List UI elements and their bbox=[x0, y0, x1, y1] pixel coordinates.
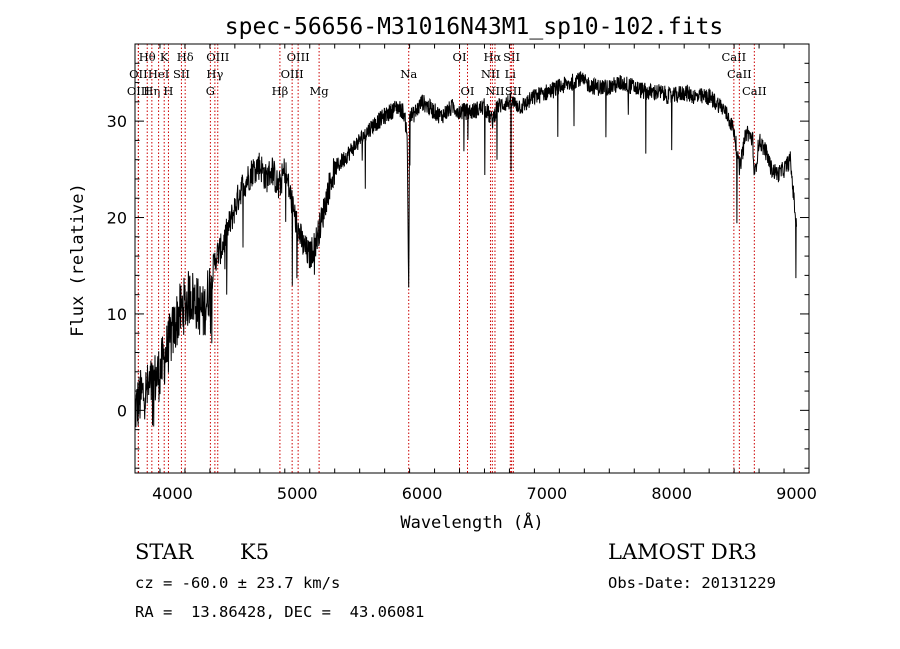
line-marker-label: Mg bbox=[310, 84, 330, 98]
x-tick-label: 9000 bbox=[776, 484, 817, 503]
line-marker-label: Hδ bbox=[177, 50, 194, 64]
line-marker-label: SII bbox=[173, 67, 190, 81]
line-marker-label: NII bbox=[481, 67, 500, 81]
x-tick-label: 7000 bbox=[527, 484, 568, 503]
line-marker-label: OI bbox=[453, 50, 467, 64]
x-axis-label: Wavelength (Å) bbox=[400, 511, 543, 533]
redshift-line: cz = -60.0 ± 23.7 km/s bbox=[135, 574, 340, 592]
chart-title: spec-56656-M31016N43M1_sp10-102.fits bbox=[225, 14, 724, 40]
obs-date-line: Obs-Date: 20131229 bbox=[608, 574, 776, 592]
line-marker-label: Hα bbox=[483, 50, 501, 64]
spectrum-line-flux bbox=[135, 71, 797, 427]
line-marker-label: H bbox=[163, 84, 173, 98]
line-marker-label: OIII bbox=[206, 50, 229, 64]
spectrum-series-layer bbox=[135, 71, 797, 427]
y-tick-label: 0 bbox=[117, 401, 127, 420]
line-marker-label: Na bbox=[400, 67, 417, 81]
line-marker-label: CaII bbox=[721, 50, 746, 64]
x-tick-label: 5000 bbox=[277, 484, 318, 503]
y-axis-label: Flux (relative) bbox=[68, 183, 88, 337]
line-marker-label: CaII bbox=[742, 84, 767, 98]
y-tick-label: 10 bbox=[107, 305, 127, 324]
line-marker-label: HeI bbox=[148, 67, 169, 81]
line-marker-label: Hθ bbox=[139, 50, 156, 64]
line-marker-label: K bbox=[160, 50, 169, 64]
subclass-label: K5 bbox=[240, 540, 269, 564]
line-marker-label: NII bbox=[485, 84, 504, 98]
line-marker-label: OI bbox=[461, 84, 475, 98]
coordinates-line: RA = 13.86428, DEC = 43.06081 bbox=[135, 603, 424, 621]
x-tick-label: 4000 bbox=[152, 484, 193, 503]
line-marker-label: Hη bbox=[143, 84, 160, 98]
line-marker-label: OIII bbox=[281, 67, 304, 81]
x-tick-label: 8000 bbox=[651, 484, 692, 503]
class-label: STAR bbox=[135, 540, 193, 564]
line-marker-label: CaII bbox=[727, 67, 752, 81]
line-marker-label: SII bbox=[503, 50, 520, 64]
x-tick-label: 6000 bbox=[402, 484, 443, 503]
line-marker-label: G bbox=[206, 84, 215, 98]
line-marker-label: Hβ bbox=[272, 84, 289, 98]
survey-label: LAMOST DR3 bbox=[608, 540, 757, 564]
y-tick-label: 30 bbox=[107, 112, 127, 131]
line-marker-label: Hγ bbox=[206, 67, 223, 81]
line-marker-label: OIII bbox=[287, 50, 310, 64]
line-marker-label: Li bbox=[505, 67, 517, 81]
y-tick-label: 20 bbox=[107, 209, 127, 228]
